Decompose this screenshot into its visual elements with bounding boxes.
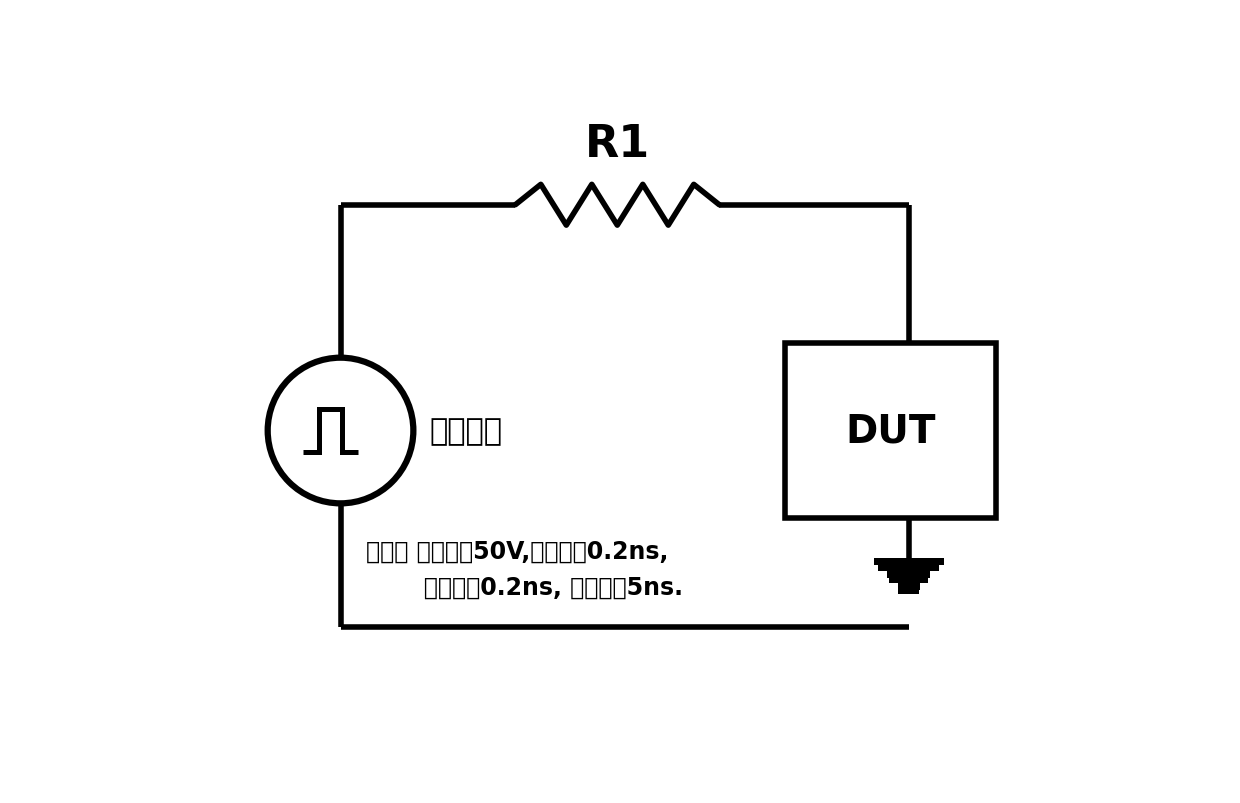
Bar: [785, 344, 996, 518]
Text: R1: R1: [585, 123, 650, 165]
Bar: [878, 564, 939, 572]
Bar: [887, 571, 930, 578]
Text: 参数： 电压幅倶50V,上升时间0.2ns,: 参数： 电压幅倶50V,上升时间0.2ns,: [366, 539, 668, 563]
Bar: [899, 588, 919, 594]
Bar: [889, 577, 929, 584]
Text: DUT: DUT: [846, 412, 936, 450]
Bar: [874, 558, 944, 565]
Text: 下降时间0.2ns, 延迟时间5ns.: 下降时间0.2ns, 延迟时间5ns.: [366, 576, 683, 599]
Bar: [898, 583, 920, 590]
Text: 脉冲电压: 脉冲电压: [429, 417, 502, 446]
